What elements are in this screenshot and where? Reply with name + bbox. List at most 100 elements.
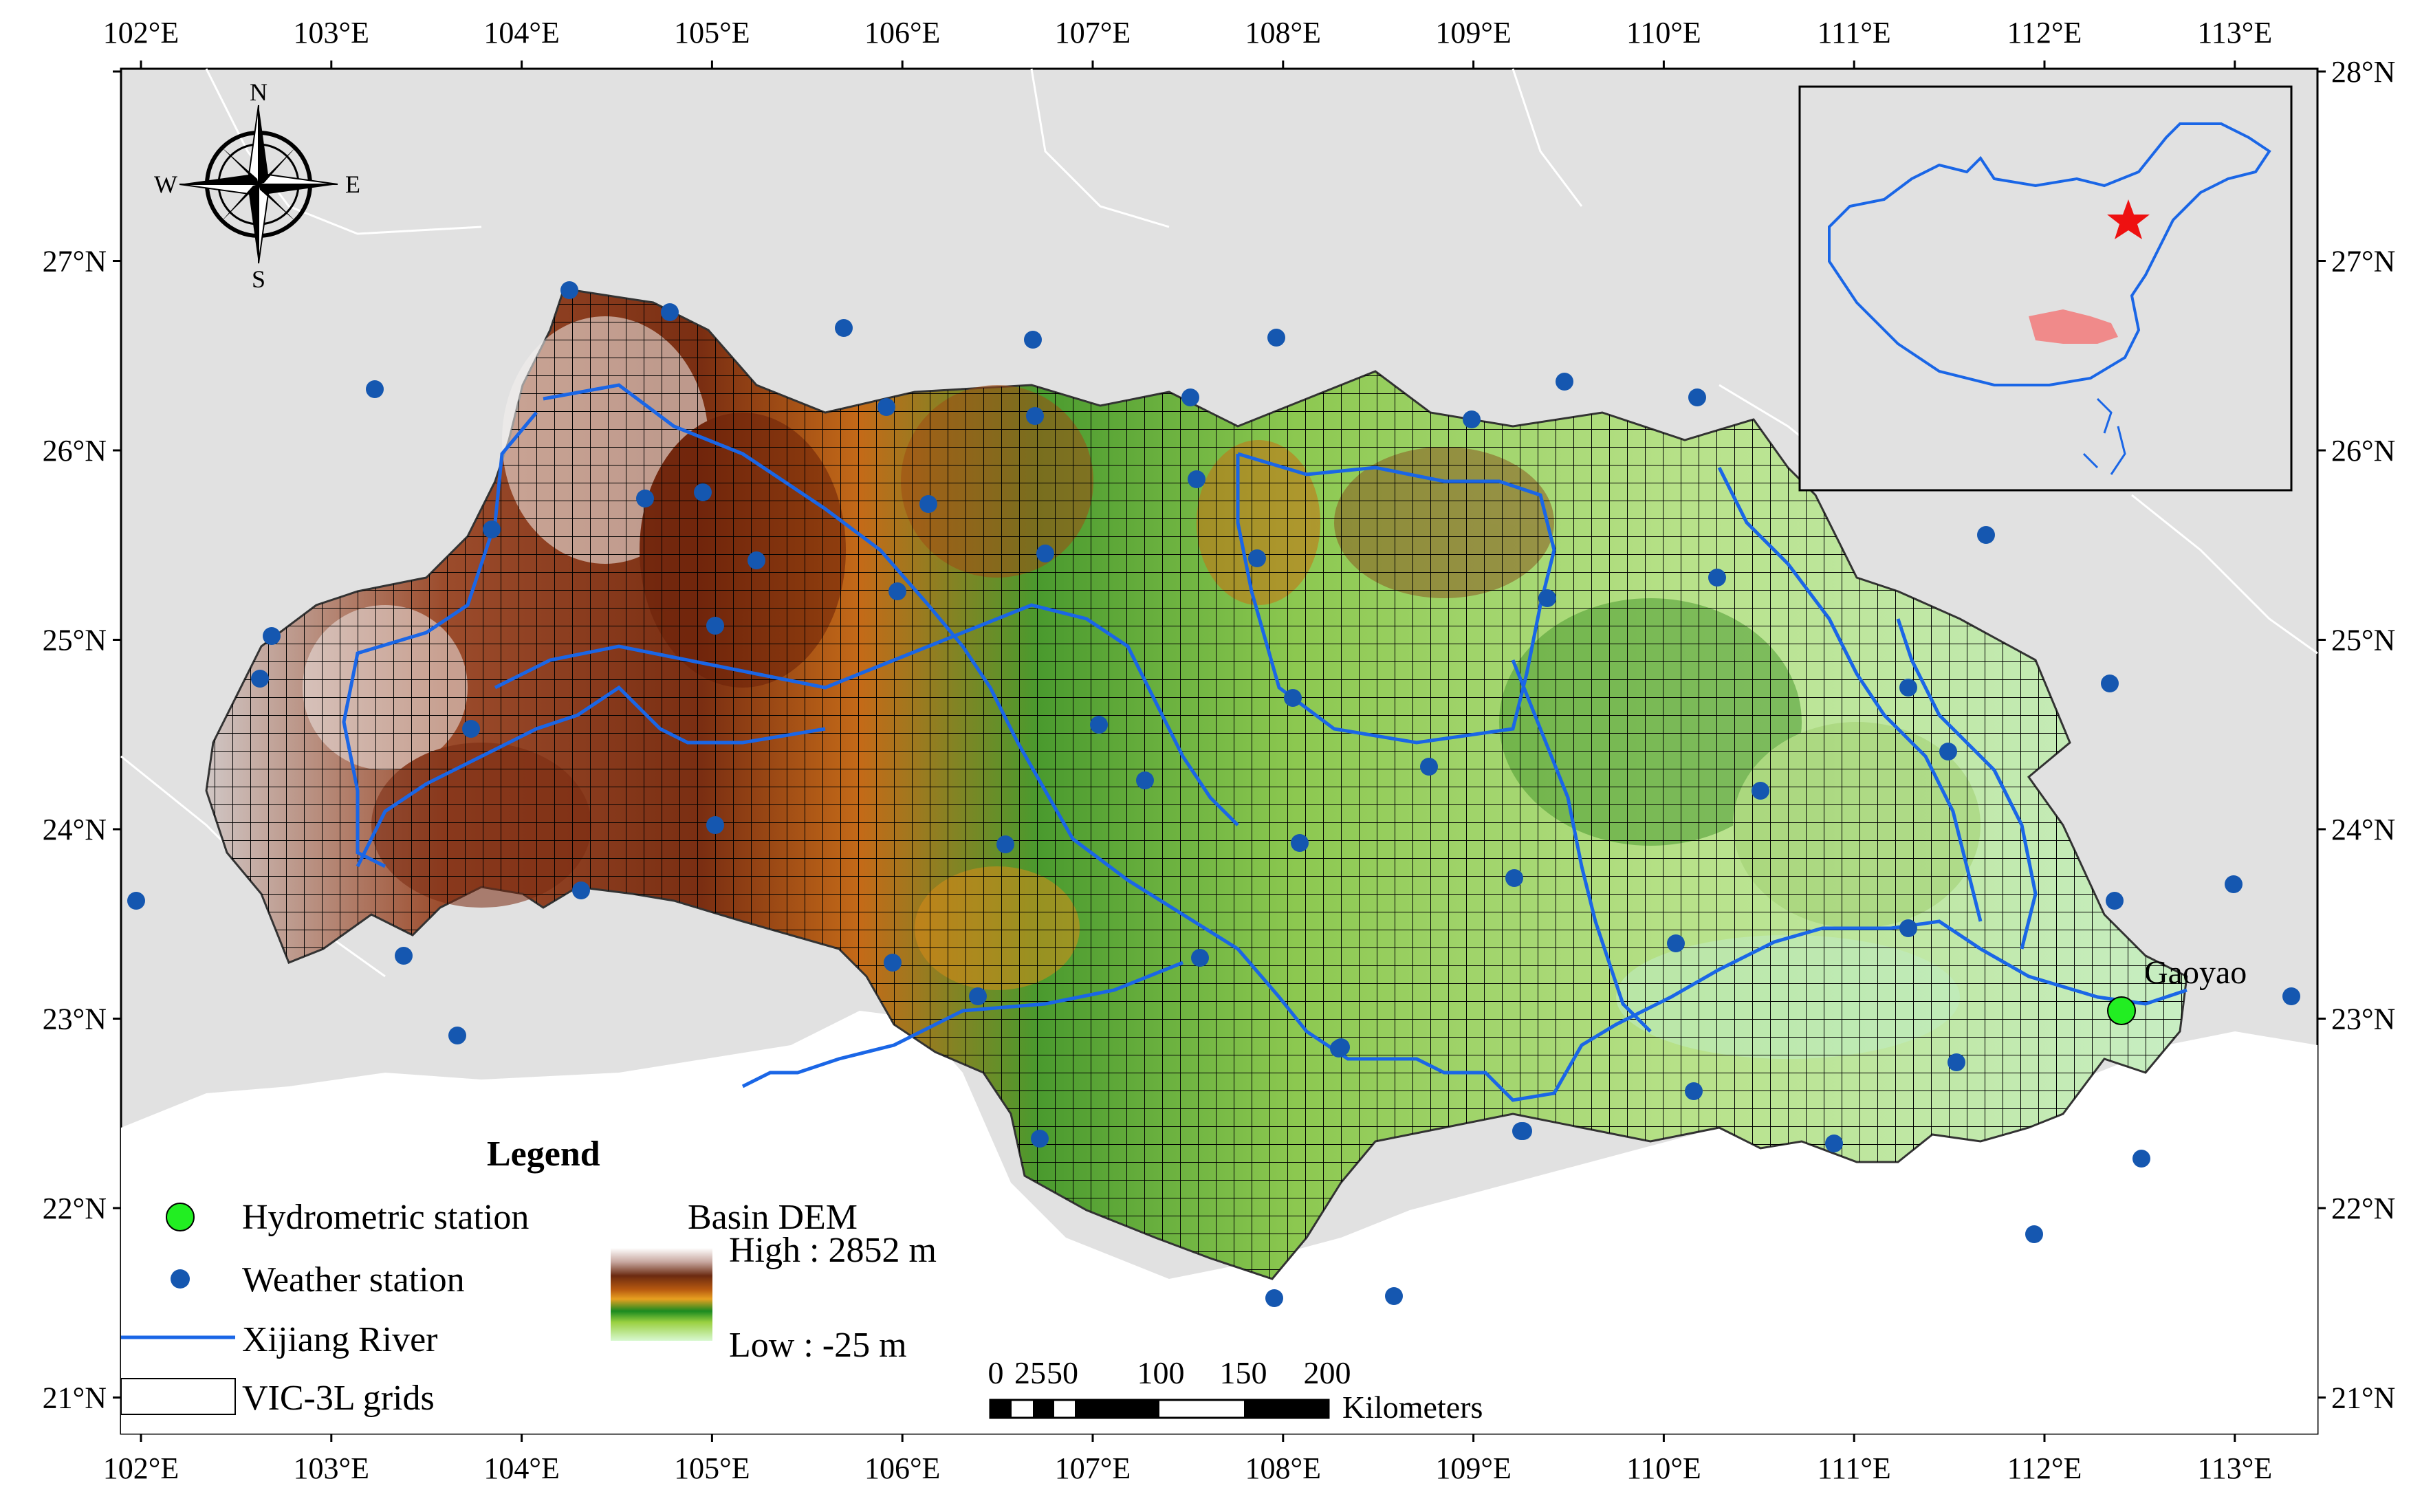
weather-station-marker xyxy=(884,954,902,972)
weather-station-marker xyxy=(251,670,269,688)
weather-station-marker xyxy=(1330,1040,1348,1058)
weather-station-marker xyxy=(1505,869,1523,887)
legend-title: Legend xyxy=(487,1135,600,1174)
weather-station-marker xyxy=(1948,1053,1965,1071)
lat-tick-label-right: 26°N xyxy=(2331,434,2395,468)
lon-tick-label-bottom: 108°E xyxy=(1245,1451,1321,1485)
legend-grid-symbol xyxy=(120,1378,236,1415)
weather-station-marker xyxy=(462,720,480,738)
weather-station-marker xyxy=(1708,569,1726,587)
weather-station-marker xyxy=(395,947,413,965)
lat-tick-label-right: 23°N xyxy=(2331,1002,2395,1036)
lon-tick-label-top: 108°E xyxy=(1245,16,1321,50)
lat-tick-label-left: 23°N xyxy=(43,1002,107,1036)
scale-bar: 0 25 50 100 150 200 Kilometers xyxy=(988,1355,1483,1425)
lat-tick-label-left: 21°N xyxy=(43,1381,107,1415)
graticule-ticks: 102°E 102°E 103°E 103°E 104°E 104°E 105°E 105°E… xyxy=(43,16,2396,1485)
weather-station-marker xyxy=(1752,782,1769,800)
weather-station-marker xyxy=(572,881,590,899)
legend-hydro-symbol xyxy=(166,1203,195,1231)
legend-dem-title: Basin DEM xyxy=(688,1198,858,1237)
weather-station-marker xyxy=(1136,771,1154,789)
compass-n: N xyxy=(250,78,268,106)
weather-station-marker xyxy=(877,398,895,416)
legend-dem-low: Low : -25 m xyxy=(729,1326,907,1365)
weather-station-marker xyxy=(1291,834,1309,852)
lat-tick-label-left: 27°N xyxy=(43,245,107,278)
lon-tick-label-bottom: 113°E xyxy=(2197,1451,2272,1485)
weather-station-marker xyxy=(1899,919,1917,937)
lat-tick-label-left: 22°N xyxy=(43,1192,107,1225)
lon-tick-label-top: 102°E xyxy=(103,16,179,50)
weather-station-marker xyxy=(1188,470,1205,488)
legend-river-label: Xijiang River xyxy=(242,1320,438,1359)
weather-station-marker xyxy=(1514,1122,1532,1140)
weather-station-marker xyxy=(1036,545,1054,562)
lon-tick-label-bottom: 112°E xyxy=(2007,1451,2082,1485)
lat-tick-label-right: 27°N xyxy=(2331,245,2395,278)
weather-station-marker xyxy=(1026,407,1044,425)
lat-tick-label-right: 22°N xyxy=(2331,1192,2395,1225)
lon-tick-label-bottom: 105°E xyxy=(674,1451,750,1485)
inset-beijing-star xyxy=(2107,199,2150,239)
weather-station-marker xyxy=(1265,1289,1283,1307)
lon-tick-label-top: 111°E xyxy=(1818,16,1891,50)
weather-station-marker xyxy=(1181,388,1199,406)
compass-e: E xyxy=(345,171,360,198)
weather-station-marker xyxy=(748,551,765,569)
lon-tick-label-bottom: 109°E xyxy=(1435,1451,1511,1485)
lon-tick-label-bottom: 110°E xyxy=(1626,1451,1701,1485)
scale-bar-label: 0 xyxy=(988,1355,1004,1390)
lon-tick-label-top: 110°E xyxy=(1626,16,1701,50)
lon-tick-label-top: 104°E xyxy=(483,16,559,50)
legend-dem-ramp xyxy=(611,1248,712,1341)
legend: Legend Hydrometric station Weather stati… xyxy=(120,1135,937,1418)
weather-station-marker xyxy=(1267,329,1285,347)
weather-station-marker xyxy=(1667,934,1685,952)
weather-station-marker xyxy=(1031,1130,1049,1148)
hydro-station-gaoyao xyxy=(2107,996,2136,1025)
lat-tick-label-left: 26°N xyxy=(43,434,107,468)
weather-station-marker xyxy=(835,319,853,337)
lat-tick-label-left: 24°N xyxy=(43,813,107,846)
lon-tick-label-bottom: 106°E xyxy=(864,1451,940,1485)
lon-tick-label-top: 106°E xyxy=(864,16,940,50)
scale-bar-label: 150 xyxy=(1220,1355,1267,1390)
weather-station-marker xyxy=(888,582,906,600)
weather-station-marker xyxy=(1284,689,1302,707)
lon-tick-label-top: 112°E xyxy=(2007,16,2082,50)
weather-station-marker xyxy=(1899,679,1917,697)
weather-station-marker xyxy=(636,490,654,507)
weather-station-marker xyxy=(2025,1225,2043,1243)
inset-basin-highlight xyxy=(2029,309,2118,344)
legend-grid-label: VIC-3L grids xyxy=(242,1379,435,1418)
lon-tick-label-top: 105°E xyxy=(674,16,750,50)
weather-station-marker xyxy=(483,521,501,538)
weather-station-marker xyxy=(263,627,281,645)
lon-tick-label-top: 113°E xyxy=(2197,16,2272,50)
weather-station-marker xyxy=(1191,949,1209,967)
weather-station-marker xyxy=(1024,331,1042,349)
legend-hydro-label: Hydrometric station xyxy=(242,1198,529,1237)
weather-station-marker xyxy=(2101,675,2119,692)
weather-station-marker xyxy=(969,987,987,1005)
weather-station-marker xyxy=(2106,892,2124,910)
weather-station-marker xyxy=(694,483,712,501)
weather-station-marker xyxy=(1420,758,1438,776)
scale-bar-label: 100 xyxy=(1137,1355,1185,1390)
weather-station-marker xyxy=(1538,589,1556,607)
lat-tick-label-right: 24°N xyxy=(2331,813,2395,846)
weather-station-marker xyxy=(1556,373,1573,391)
lon-tick-label-top: 103°E xyxy=(294,16,369,50)
scale-unit: Kilometers xyxy=(1342,1390,1483,1425)
lon-tick-label-bottom: 102°E xyxy=(103,1451,179,1485)
weather-station-marker xyxy=(560,281,578,299)
lon-tick-label-bottom: 104°E xyxy=(483,1451,559,1485)
weather-station-marker xyxy=(996,835,1014,853)
compass-w: W xyxy=(154,171,177,198)
lon-tick-label-bottom: 111°E xyxy=(1818,1451,1891,1485)
legend-dem-high: High : 2852 m xyxy=(729,1231,937,1270)
weather-station-marker xyxy=(2225,875,2243,893)
scale-bar-label: 200 xyxy=(1304,1355,1351,1390)
